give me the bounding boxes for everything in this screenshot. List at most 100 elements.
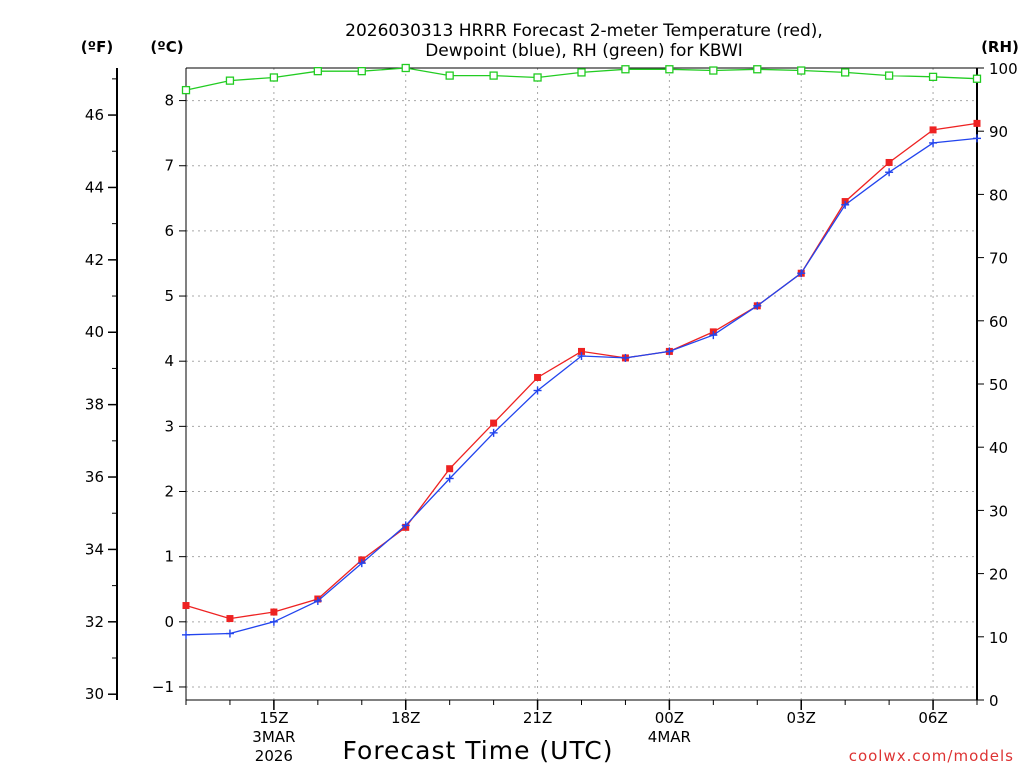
credit-text[interactable]: coolwx.com/models [849, 747, 1014, 765]
dewpoint-point [445, 474, 454, 483]
dewpoint-point [401, 521, 410, 530]
rh-point [357, 67, 366, 76]
rh-point [225, 76, 235, 85]
dewpoint-point [533, 386, 542, 395]
celsius-tick-label: 6 [164, 222, 174, 240]
rh-point [797, 66, 806, 75]
temperature-line [185, 122, 978, 620]
dewpoint-point [621, 353, 630, 362]
fahrenheit-tick-label: 46 [85, 106, 104, 124]
x-tick-label: 06Z [918, 709, 947, 727]
dewpoint-point [929, 138, 938, 147]
fahrenheit-tick-label: 36 [85, 468, 104, 486]
x-tick-date-label: 3MAR [252, 728, 295, 746]
rh-tick-label: 60 [989, 313, 1008, 331]
rh-tick-label: 80 [989, 186, 1008, 204]
temperature-point [885, 158, 893, 166]
dewpoint-point [753, 301, 762, 310]
rh-tick-label: 70 [989, 250, 1008, 268]
celsius-tick-label: 2 [164, 483, 174, 501]
fahrenheit-tick-label: 38 [85, 396, 104, 414]
rh-point [313, 67, 322, 76]
rh-point [665, 65, 674, 74]
fahrenheit-tick-label: 30 [85, 685, 104, 703]
dewpoint-point [182, 630, 190, 639]
rh-point [445, 71, 454, 80]
celsius-tick-label: 7 [164, 157, 174, 175]
unit-celsius: (ºC) [150, 38, 183, 56]
x-tick-label: 00Z [655, 709, 684, 727]
chart-title-line2: Dewpoint (blue), RH (green) for KBWI [425, 41, 743, 61]
x-tick-date-label: 4MAR [648, 728, 691, 746]
rh-tick-label: 30 [989, 502, 1008, 520]
celsius-tick-label: −1 [152, 678, 174, 696]
temperature-point [973, 119, 981, 127]
temperature-point [534, 373, 542, 381]
x-tick-label: 21Z [523, 709, 552, 727]
rh-tick-label: 20 [989, 566, 1008, 584]
x-tick-date-label: 2026 [255, 747, 293, 765]
dewpoint-point [313, 596, 322, 605]
temperature-point [929, 126, 937, 134]
temperature-point [578, 347, 585, 355]
celsius-tick-label: 0 [164, 613, 174, 631]
fahrenheit-tick-label: 44 [85, 178, 104, 196]
temperature-point [182, 602, 190, 610]
rh-point [269, 73, 279, 82]
dewpoint-point [885, 168, 894, 177]
celsius-tick-label: 5 [164, 287, 174, 305]
dewpoint-point [841, 200, 850, 209]
fahrenheit-tick-label: 32 [85, 613, 104, 631]
celsius-tick-label: 3 [164, 417, 174, 435]
rh-tick-label: 90 [989, 123, 1008, 141]
temperature-point [270, 608, 278, 616]
rh-point [401, 63, 410, 73]
unit-rh: (RH) [981, 38, 1019, 56]
dewpoint-point [489, 428, 498, 437]
rh-tick-label: 100 [989, 60, 1018, 78]
x-axis-label: Forecast Time (UTC) [343, 736, 614, 765]
temperature-point [226, 615, 234, 623]
rh-point [972, 74, 982, 83]
dewpoint-line [185, 137, 978, 636]
fahrenheit-tick-label: 40 [85, 323, 104, 341]
x-tick-label: 03Z [787, 709, 816, 727]
unit-fahrenheit: (ºF) [81, 38, 113, 56]
series-layer [181, 63, 982, 639]
rh-point [928, 72, 938, 81]
axes: 303234363840424446−101234567801020304050… [85, 60, 1018, 710]
rh-tick-label: 0 [989, 692, 999, 710]
dewpoint-point [665, 347, 674, 356]
x-tick-label: 18Z [391, 709, 420, 727]
rh-tick-label: 10 [989, 629, 1008, 647]
rh-point [181, 85, 191, 95]
dewpoint-point [973, 134, 981, 143]
celsius-tick-label: 8 [164, 92, 174, 110]
celsius-tick-label: 4 [164, 352, 174, 370]
dewpoint-point [797, 269, 806, 278]
chart-title-line1: 2026030313 HRRR Forecast 2-meter Tempera… [345, 21, 823, 41]
dewpoint-point [577, 351, 586, 360]
rh-point [753, 65, 762, 74]
rh-point [841, 68, 850, 77]
grid-lines [186, 68, 977, 700]
temperature-point [490, 419, 498, 427]
rh-point [577, 68, 586, 77]
rh-point [709, 66, 718, 75]
temperature-point [446, 465, 454, 473]
rh-point [621, 65, 630, 74]
rh-tick-label: 50 [989, 376, 1008, 394]
rh-point [884, 71, 894, 80]
fahrenheit-tick-label: 34 [85, 540, 104, 558]
dewpoint-point [225, 629, 234, 638]
dewpoint-point [357, 559, 366, 568]
rh-point [533, 73, 542, 82]
rh-tick-label: 40 [989, 439, 1008, 457]
x-tick-label: 15Z [259, 709, 288, 727]
fahrenheit-tick-label: 42 [85, 251, 104, 269]
rh-point [489, 71, 498, 80]
celsius-tick-label: 1 [164, 548, 174, 566]
dewpoint-point [269, 617, 278, 626]
dewpoint-point [709, 331, 718, 340]
